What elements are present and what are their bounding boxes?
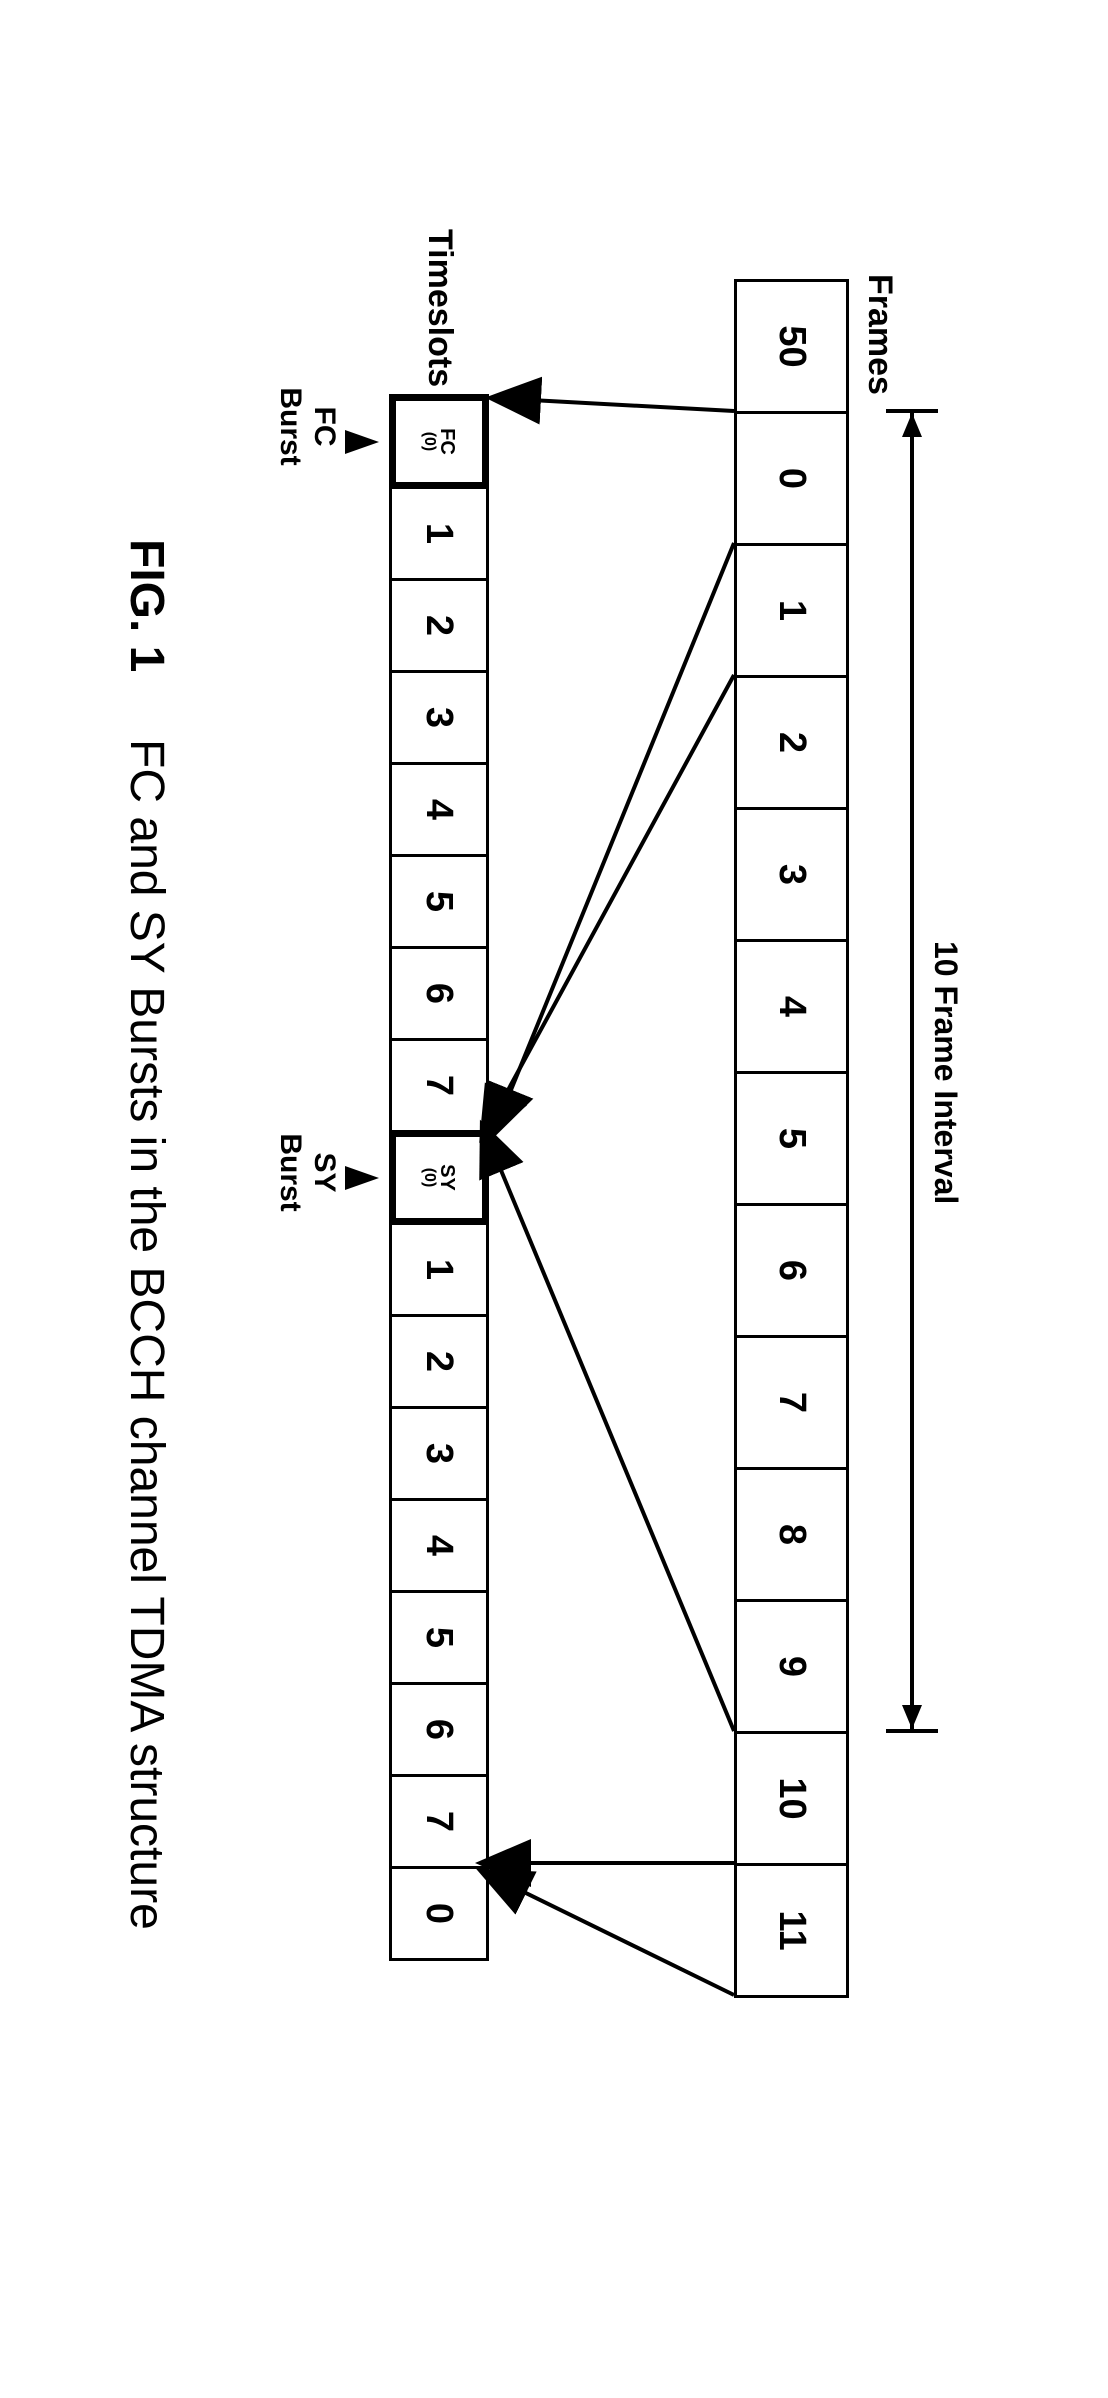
sy-burst-label: SYBurst — [273, 1128, 341, 1218]
frame-cell: 9 — [734, 1599, 849, 1734]
timeslot-cell: 3 — [389, 1406, 489, 1501]
diagram-rotated-container: 10 Frame Interval Frames 500123456789101… — [54, 99, 1054, 2299]
frame-cell: 1 — [734, 543, 849, 678]
frame-cell: 50 — [734, 279, 849, 414]
frame-cell: 4 — [734, 939, 849, 1074]
interval-arrowhead-left — [902, 413, 922, 437]
timeslot-cell: 5 — [389, 854, 489, 949]
mapping-arrow — [493, 543, 734, 1134]
timeslot-cell: 3 — [389, 670, 489, 765]
sy-burst-arrow — [345, 1166, 379, 1190]
timeslot-cell: 0 — [389, 1866, 489, 1961]
interval-tick-right — [886, 1729, 938, 1733]
timeslot-cell: 1 — [389, 1222, 489, 1317]
timeslots-axis-label: Timeslots — [420, 229, 459, 387]
frame-cell: 5 — [734, 1071, 849, 1206]
frames-row: 5001234567891011 — [734, 279, 849, 1998]
frame-cell: 11 — [734, 1863, 849, 1998]
timeslot-cell: 4 — [389, 762, 489, 857]
timeslot-cell: 6 — [389, 1682, 489, 1777]
mapping-arrow — [483, 1127, 734, 1731]
sy-slot-cell: SY(0) — [389, 1130, 489, 1225]
figure-caption-text: FC and SY Bursts in the BCCH channel TDM… — [120, 739, 173, 1930]
figure-caption: FIG. 1 FC and SY Bursts in the BCCH chan… — [119, 539, 174, 1930]
frames-axis-label: Frames — [860, 274, 899, 395]
frame-cell: 7 — [734, 1335, 849, 1470]
diagram-inner: 10 Frame Interval Frames 500123456789101… — [54, 99, 1054, 2299]
frame-cell: 3 — [734, 807, 849, 942]
fc-burst-arrow — [345, 430, 379, 454]
fc-slot-cell: FC(0) — [389, 394, 489, 489]
frame-cell: 8 — [734, 1467, 849, 1602]
frame-cell: 0 — [734, 411, 849, 546]
mapping-arrow — [493, 398, 734, 411]
timeslot-cell: 6 — [389, 946, 489, 1041]
frame-cell: 10 — [734, 1731, 849, 1866]
mapping-arrow — [483, 1872, 734, 1995]
figure-number: FIG. 1 — [120, 539, 173, 672]
timeslot-cell: 7 — [389, 1038, 489, 1133]
timeslot-cell: 2 — [389, 578, 489, 673]
frame-cell: 2 — [734, 675, 849, 810]
timeslot-cell: 5 — [389, 1590, 489, 1685]
timeslot-cell: 7 — [389, 1774, 489, 1869]
timeslot-cell: 4 — [389, 1498, 489, 1593]
timeslots-row: FC(0)1234567SY(0)12345670 — [389, 394, 489, 1961]
mapping-arrow — [483, 675, 734, 1136]
fc-burst-label: FCBurst — [273, 382, 341, 472]
interval-label: 10 Frame Interval — [927, 941, 964, 1204]
interval-bar — [910, 411, 914, 1731]
timeslot-cell: 1 — [389, 486, 489, 581]
timeslot-cell: 2 — [389, 1314, 489, 1409]
frame-cell: 6 — [734, 1203, 849, 1338]
interval-arrowhead-right — [902, 1705, 922, 1729]
